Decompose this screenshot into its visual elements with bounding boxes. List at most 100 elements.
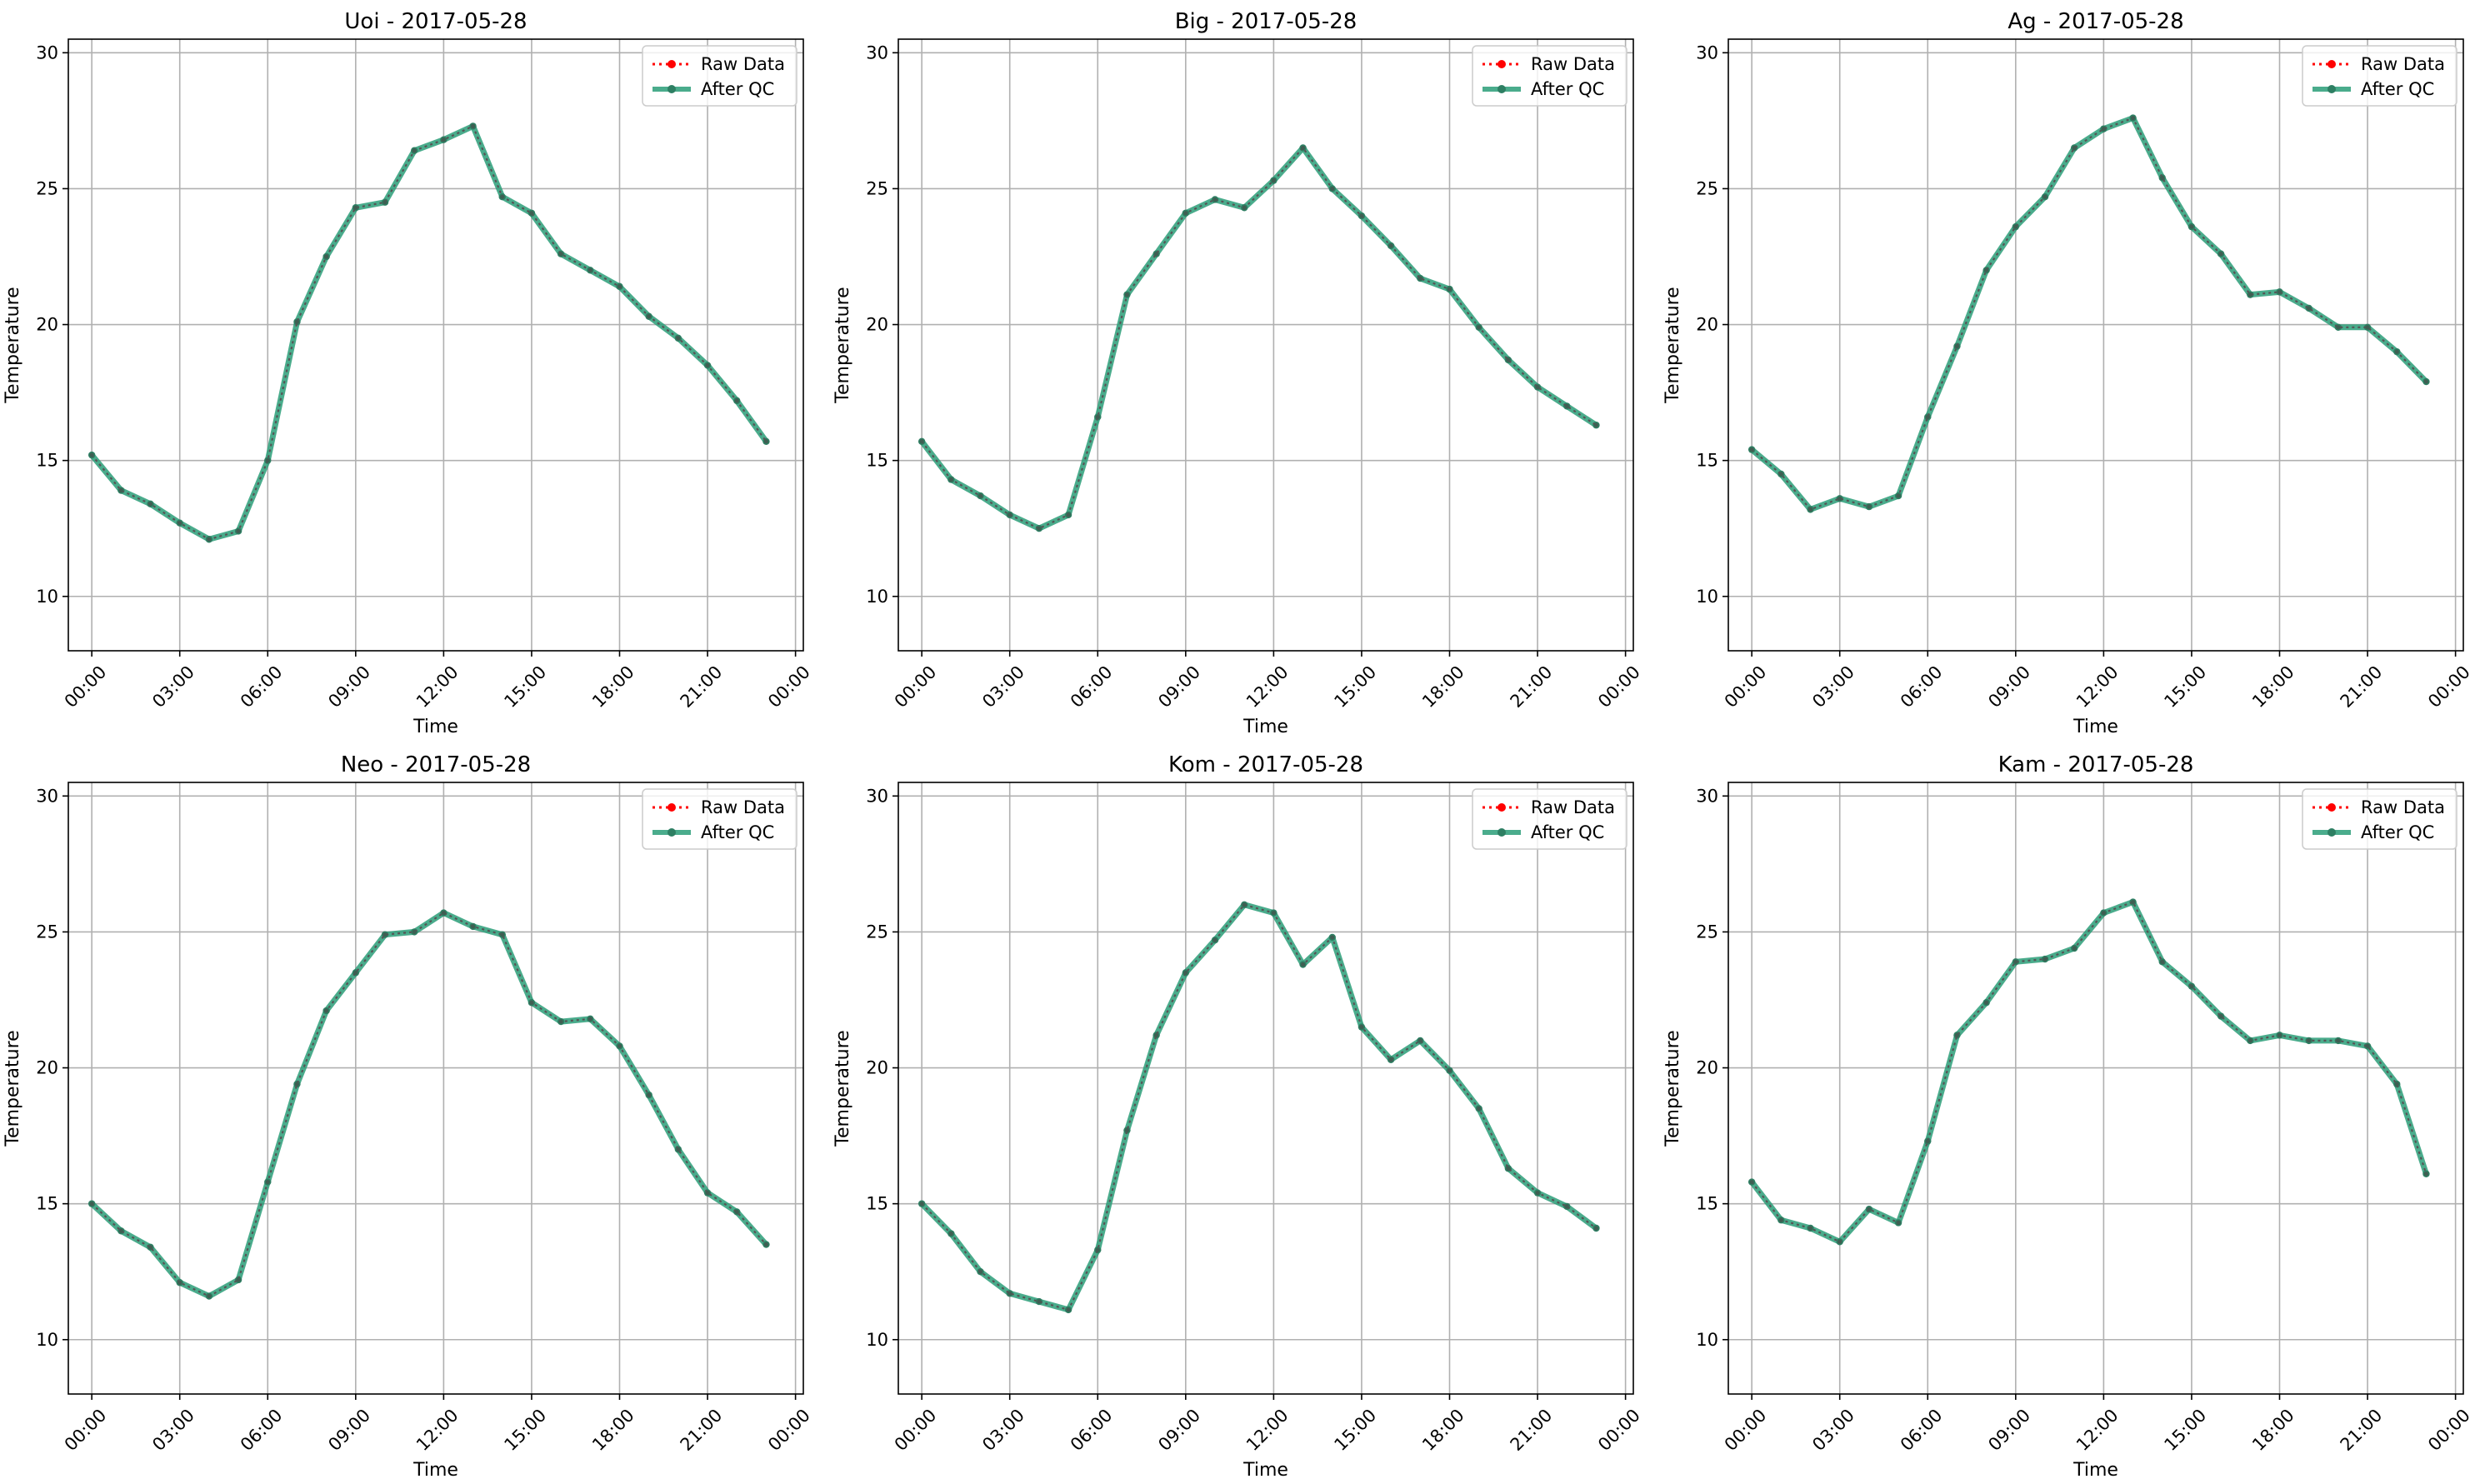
data-point-raw-data bbox=[1477, 325, 1482, 330]
data-point-raw-data bbox=[2130, 116, 2136, 121]
data-point-raw-data bbox=[1808, 1226, 1813, 1231]
data-point-raw-data bbox=[1808, 507, 1813, 512]
data-point-raw-data bbox=[1477, 1106, 1482, 1112]
y-tick-label: 15 bbox=[1696, 1194, 1718, 1214]
data-point-raw-data bbox=[763, 1242, 769, 1247]
x-tick-label: 21:00 bbox=[2337, 1405, 2387, 1455]
data-point-raw-data bbox=[919, 439, 924, 444]
plot-frame bbox=[1728, 782, 2464, 1395]
chart-panel-5: 10 15 20 25 30 00:00 03:00 06:00 09:00 12:00 15:00… bbox=[1662, 752, 2474, 1481]
data-point-raw-data bbox=[441, 137, 446, 142]
chart-panel-4: 10 15 20 25 30 00:00 03:00 06:00 09:00 12:00 15:00… bbox=[832, 752, 1644, 1481]
plot-frame bbox=[898, 782, 1634, 1395]
x-tick-label: 18:00 bbox=[1418, 1405, 1468, 1455]
data-point-raw-data bbox=[705, 1190, 710, 1196]
data-point-raw-data bbox=[236, 528, 241, 534]
x-tick-label: 03:00 bbox=[148, 1405, 198, 1455]
data-point-raw-data bbox=[617, 284, 622, 289]
data-point-raw-data bbox=[2189, 984, 2194, 989]
data-point-raw-data bbox=[647, 1092, 652, 1097]
data-point-raw-data bbox=[1212, 937, 1218, 942]
data-point-raw-data bbox=[558, 1019, 563, 1024]
data-point-raw-data bbox=[1330, 935, 1335, 940]
x-tick-label: 03:00 bbox=[1808, 662, 1858, 712]
data-point-raw-data bbox=[148, 502, 153, 507]
data-point-raw-data bbox=[1124, 1127, 1130, 1133]
x-tick-label: 06:00 bbox=[237, 1405, 287, 1455]
y-tick-label: 25 bbox=[1696, 922, 1718, 942]
x-tick-label: 12:00 bbox=[1242, 662, 1292, 712]
y-tick-label: 25 bbox=[36, 922, 58, 942]
data-point-raw-data bbox=[207, 1293, 212, 1299]
legend-label-raw-data: Raw Data bbox=[1531, 54, 1615, 74]
legend-label-after-qc: After QC bbox=[2361, 822, 2434, 842]
legend: Raw Data After QC bbox=[642, 45, 798, 107]
y-tick-label: 15 bbox=[36, 1194, 58, 1214]
data-point-raw-data bbox=[1506, 1166, 1511, 1171]
y-tick-label: 25 bbox=[866, 922, 888, 942]
legend-label-raw-data: Raw Data bbox=[1531, 797, 1615, 817]
y-tick-label: 25 bbox=[1696, 178, 1718, 198]
series-line-after-qc bbox=[89, 910, 769, 1300]
data-point-raw-data bbox=[676, 1147, 681, 1152]
data-point-raw-data bbox=[353, 205, 358, 210]
legend-label-after-qc: After QC bbox=[701, 79, 774, 99]
x-tick-label: 00:00 bbox=[1721, 662, 1771, 712]
data-point-raw-data bbox=[148, 1245, 153, 1250]
data-point-raw-data bbox=[1447, 287, 1452, 292]
x-tick-label: 12:00 bbox=[412, 1405, 462, 1455]
x-tick-label: 21:00 bbox=[2337, 662, 2387, 712]
data-point-raw-data bbox=[1896, 1220, 1901, 1226]
data-point-raw-data bbox=[500, 194, 505, 199]
legend-marker-after-qc bbox=[668, 85, 676, 93]
series-line-raw-data bbox=[1751, 117, 2428, 511]
y-tick-label: 10 bbox=[1696, 587, 1718, 607]
data-point-raw-data bbox=[1066, 512, 1071, 517]
series-line-after-qc bbox=[919, 902, 1598, 1313]
y-tick-label: 10 bbox=[866, 587, 888, 607]
data-point-raw-data bbox=[2101, 910, 2106, 916]
x-tick-label: 00:00 bbox=[764, 662, 814, 712]
data-point-raw-data bbox=[1838, 496, 1842, 501]
data-point-raw-data bbox=[1984, 1000, 1989, 1005]
x-tick-label: 06:00 bbox=[1897, 1405, 1947, 1455]
data-point-raw-data bbox=[2307, 306, 2312, 311]
data-point-raw-data bbox=[1749, 447, 1754, 452]
data-point-raw-data bbox=[2218, 252, 2223, 257]
plot-frame bbox=[898, 38, 1634, 652]
data-point-raw-data bbox=[118, 487, 123, 493]
x-tick-label: 12:00 bbox=[2072, 1405, 2122, 1455]
x-tick-label: 00:00 bbox=[61, 1405, 111, 1455]
x-tick-label: 03:00 bbox=[978, 1405, 1028, 1455]
data-point-raw-data bbox=[1183, 970, 1188, 975]
data-point-raw-data bbox=[500, 932, 505, 937]
chart-title: Neo - 2017-05-28 bbox=[341, 752, 531, 777]
y-tick-label: 30 bbox=[1696, 42, 1718, 62]
data-point-raw-data bbox=[1447, 1068, 1452, 1073]
data-point-raw-data bbox=[324, 1008, 329, 1013]
data-point-raw-data bbox=[2277, 289, 2282, 294]
chart-panel-3: 10 15 20 25 30 00:00 03:00 06:00 09:00 12:00 15:00… bbox=[2, 752, 814, 1481]
y-axis-label: Temperature bbox=[1662, 1030, 1683, 1147]
y-axis-label: Temperature bbox=[832, 1030, 853, 1147]
legend-label-after-qc: After QC bbox=[2361, 79, 2434, 99]
x-tick-label: 15:00 bbox=[2160, 1405, 2210, 1455]
data-point-raw-data bbox=[2160, 959, 2165, 964]
data-point-raw-data bbox=[2423, 1172, 2429, 1177]
x-tick-label: 00:00 bbox=[2424, 1405, 2474, 1455]
data-point-raw-data bbox=[412, 148, 417, 153]
x-tick-label: 09:00 bbox=[1154, 1405, 1204, 1455]
x-tick-label: 00:00 bbox=[764, 1405, 814, 1455]
legend-marker-after-qc bbox=[668, 828, 676, 837]
data-point-raw-data bbox=[1359, 213, 1364, 218]
data-point-raw-data bbox=[2248, 1038, 2252, 1043]
y-tick-label: 20 bbox=[1696, 315, 1718, 335]
chart-title: Ag - 2017-05-28 bbox=[2008, 9, 2183, 34]
data-point-raw-data bbox=[2248, 292, 2252, 297]
y-tick-label: 20 bbox=[36, 315, 58, 335]
data-point-raw-data bbox=[118, 1228, 123, 1233]
x-tick-label: 03:00 bbox=[978, 662, 1028, 712]
data-point-raw-data bbox=[1300, 145, 1306, 151]
legend: Raw Data After QC bbox=[642, 788, 798, 850]
x-tick-label: 09:00 bbox=[1154, 662, 1204, 712]
